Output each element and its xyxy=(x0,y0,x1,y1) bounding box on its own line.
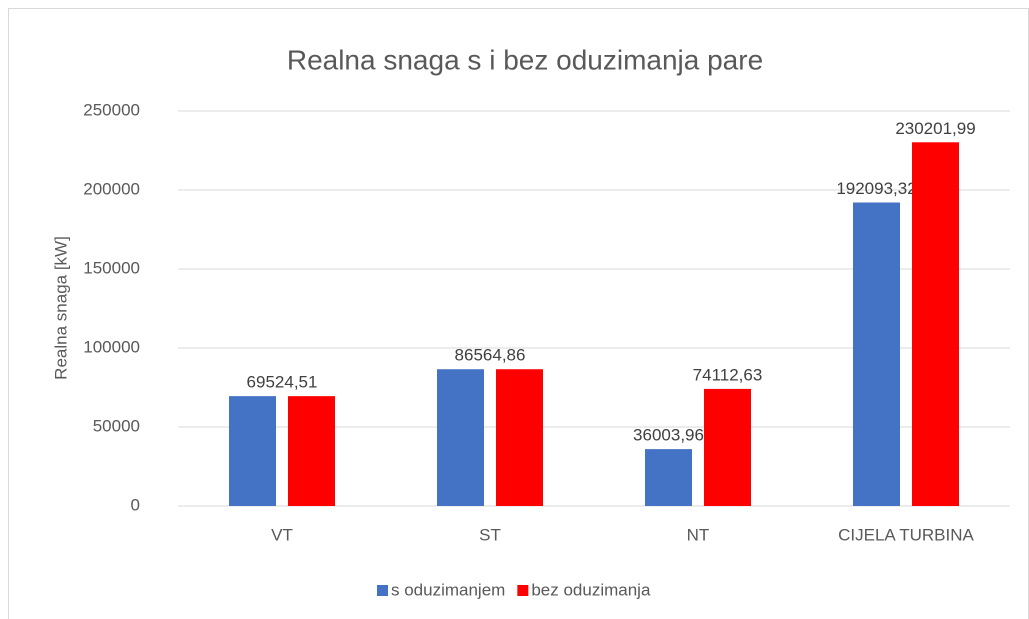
y-tick-label: 0 xyxy=(131,495,140,514)
y-tick-label: 50000 xyxy=(93,416,140,435)
chart-title: Realna snaga s i bez oduzimanja pare xyxy=(287,44,763,75)
data-label: 86564,86 xyxy=(455,346,526,365)
bar xyxy=(229,396,276,506)
legend-label: s oduzimanjem xyxy=(391,580,505,599)
bar xyxy=(496,369,543,506)
bar xyxy=(645,449,692,506)
bar xyxy=(288,396,335,506)
bar xyxy=(704,388,751,506)
y-tick-label: 150000 xyxy=(83,258,140,277)
y-tick-label: 250000 xyxy=(83,100,140,119)
data-label: 69524,51 xyxy=(247,373,318,392)
bar xyxy=(912,142,959,506)
y-axis-label: Realna snaga [kW] xyxy=(51,236,70,380)
y-tick-label: 100000 xyxy=(83,337,140,356)
legend-swatch xyxy=(377,585,388,596)
data-label: 192093,32 xyxy=(836,179,916,198)
bar xyxy=(437,369,484,506)
data-label: 74112,63 xyxy=(693,365,763,384)
y-tick-label: 200000 xyxy=(83,179,140,198)
legend-swatch xyxy=(517,585,529,596)
data-label: 230201,99 xyxy=(895,119,975,138)
x-tick-label: NT xyxy=(687,525,710,544)
bar xyxy=(853,202,900,506)
x-tick-label: CIJELA TURBINA xyxy=(838,525,974,544)
legend-label: bez oduzimanja xyxy=(531,580,651,599)
x-tick-label: VT xyxy=(271,525,293,544)
data-label: 36003,96 xyxy=(633,426,704,445)
x-tick-label: ST xyxy=(479,525,501,544)
